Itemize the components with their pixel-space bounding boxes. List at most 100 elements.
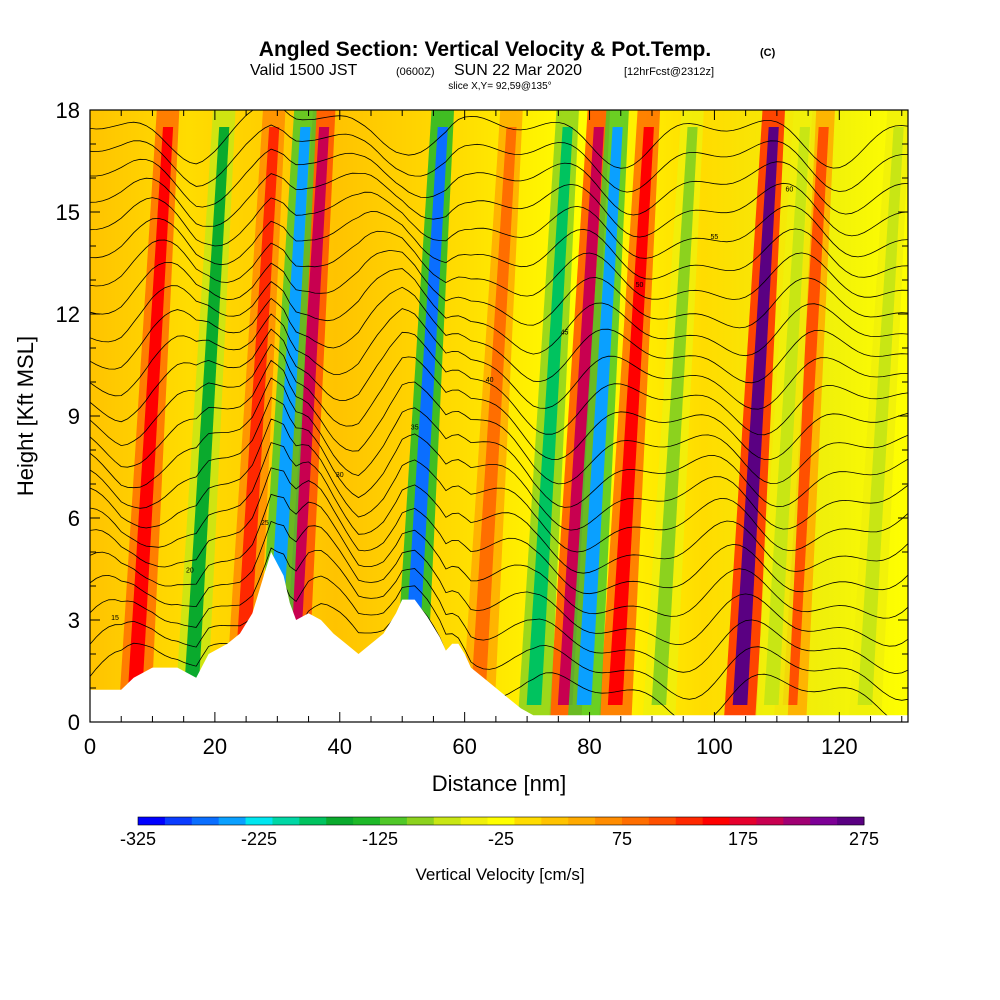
y-axis: 0 3 6 9 12 15 18 (56, 98, 908, 735)
subtitle-prefix: Valid 1500 JST (250, 62, 358, 79)
isentrope-line (90, 467, 908, 595)
isentrope-line (90, 359, 908, 485)
colorbar-swatch (460, 817, 489, 825)
subtitle-utc: (0600Z) (396, 66, 435, 78)
plot-area: 15 20 25 30 35 40 45 50 55 60 (90, 110, 908, 722)
colorbar-label: Vertical Velocity [cm/s] (415, 865, 584, 884)
contour-label: 20 (186, 567, 194, 574)
colorbar-swatch (595, 817, 623, 825)
colorbar-frame (137, 816, 865, 826)
colorbar-swatch (164, 817, 193, 825)
isentrope-line (90, 343, 908, 460)
colorbar-tick-label: -225 (241, 829, 277, 849)
title-block: Angled Section: Vertical Velocity & Pot.… (250, 38, 776, 92)
contour-label: 45 (561, 329, 569, 336)
x-tick-label: 80 (577, 734, 601, 759)
colorbar-swatch (272, 817, 300, 825)
colorbar-swatch (353, 817, 381, 825)
contour-label: 30 (336, 472, 344, 479)
isentrope-line (90, 572, 908, 701)
x-tick-label: 20 (203, 734, 227, 759)
colorbar-swatch (514, 817, 542, 825)
colorbar-swatch (299, 817, 327, 825)
updraft-band-core-3 (470, 127, 517, 705)
downdraft-band-core-4 (576, 127, 623, 705)
colorbar-swatch (487, 817, 515, 825)
y-tick-label: 9 (68, 404, 80, 429)
colorbar-tick-label: 175 (728, 829, 758, 849)
colorbar (137, 816, 865, 826)
y-axis-label: Height [Kft MSL] (13, 336, 38, 496)
slice-label: slice X,Y= 92,59@135° (448, 81, 551, 92)
x-tick-label: 60 (452, 734, 476, 759)
y-tick-label: 3 (68, 608, 80, 633)
subtitle-date: SUN 22 Mar 2020 (454, 62, 582, 79)
contour-label: 55 (711, 234, 719, 241)
isentrope-line (90, 328, 908, 436)
downdraft-band-core-2 (401, 127, 448, 705)
isentrope-line (90, 230, 908, 300)
isentrope-line (90, 268, 908, 357)
isentrope-line (90, 547, 908, 675)
colorbar-swatch (568, 817, 596, 825)
colorbar-swatch (191, 817, 220, 825)
isentrope-line (90, 493, 908, 619)
colorbar-swatch (380, 817, 408, 825)
pot-temp-contours: 15 20 25 30 35 40 45 50 55 60 (90, 110, 908, 722)
colorbar-swatch (622, 817, 650, 825)
x-axis: 0 20 40 60 80 100 120 (84, 110, 903, 759)
updraft-band-core-1 (233, 127, 280, 705)
colorbar-tick-label: -25 (488, 829, 514, 849)
downdraft-band-core-5 (651, 127, 698, 705)
updraft-band-core-0 (127, 127, 174, 705)
colorbar-swatch (138, 817, 166, 825)
y-tick-label: 12 (56, 302, 80, 327)
y-tick-label: 6 (68, 506, 80, 531)
colorbar-swatch (541, 817, 569, 825)
colorbar-swatch (218, 817, 247, 825)
isentrope-line (90, 191, 908, 259)
downdraft-band-core-0 (183, 127, 230, 705)
colorbar-tick-label: 75 (612, 829, 632, 849)
contour-label: 15 (111, 615, 119, 622)
downdraft-band-core-1 (264, 127, 311, 705)
colorbar-tick-label: -325 (120, 829, 156, 849)
updraft-band-core-4 (557, 127, 604, 705)
isentrope-line (90, 249, 908, 329)
y-tick-label: 18 (56, 98, 80, 123)
isentrope-line (90, 442, 908, 574)
subtitle-forecast: [12hrFcst@2312z] (624, 66, 714, 78)
isentrope-line (90, 211, 908, 280)
colorbar-swatch (837, 817, 865, 825)
updraft-band-core-6 (732, 127, 779, 705)
y-tick-label: 15 (56, 200, 80, 225)
colorbar-swatch (245, 817, 273, 825)
isentrope-line (90, 377, 908, 508)
isentrope-line (90, 308, 908, 410)
colorbar-swatch (675, 817, 704, 825)
colorbar-swatch (406, 817, 435, 825)
contour-label: 40 (486, 377, 494, 384)
x-tick-label: 120 (821, 734, 858, 759)
chart-title: Angled Section: Vertical Velocity & Pot.… (259, 38, 711, 61)
isentrope-line (90, 124, 908, 193)
isentrope-line (90, 110, 908, 169)
isentrope-line (90, 148, 908, 216)
x-tick-label: 40 (328, 734, 352, 759)
colorbar-swatch (756, 817, 784, 825)
colorbar-swatch (702, 817, 731, 825)
colorbar-tick-label: -125 (362, 829, 398, 849)
colorbar-swatch (810, 817, 838, 825)
isentrope-line (90, 396, 908, 531)
contour-label: 25 (261, 520, 269, 527)
contour-label: 50 (636, 282, 644, 289)
downdraft-band-core-6 (763, 127, 811, 705)
x-axis-label: Distance [nm] (432, 771, 567, 796)
updraft-band-core-5 (607, 127, 654, 705)
contour-label: 60 (785, 187, 793, 194)
colorbar-swatch (433, 817, 462, 825)
title-mark: (C) (760, 47, 776, 59)
contour-label: 35 (411, 425, 419, 432)
colorbar-tick-label: 275 (849, 829, 879, 849)
isentrope-line (90, 286, 908, 384)
